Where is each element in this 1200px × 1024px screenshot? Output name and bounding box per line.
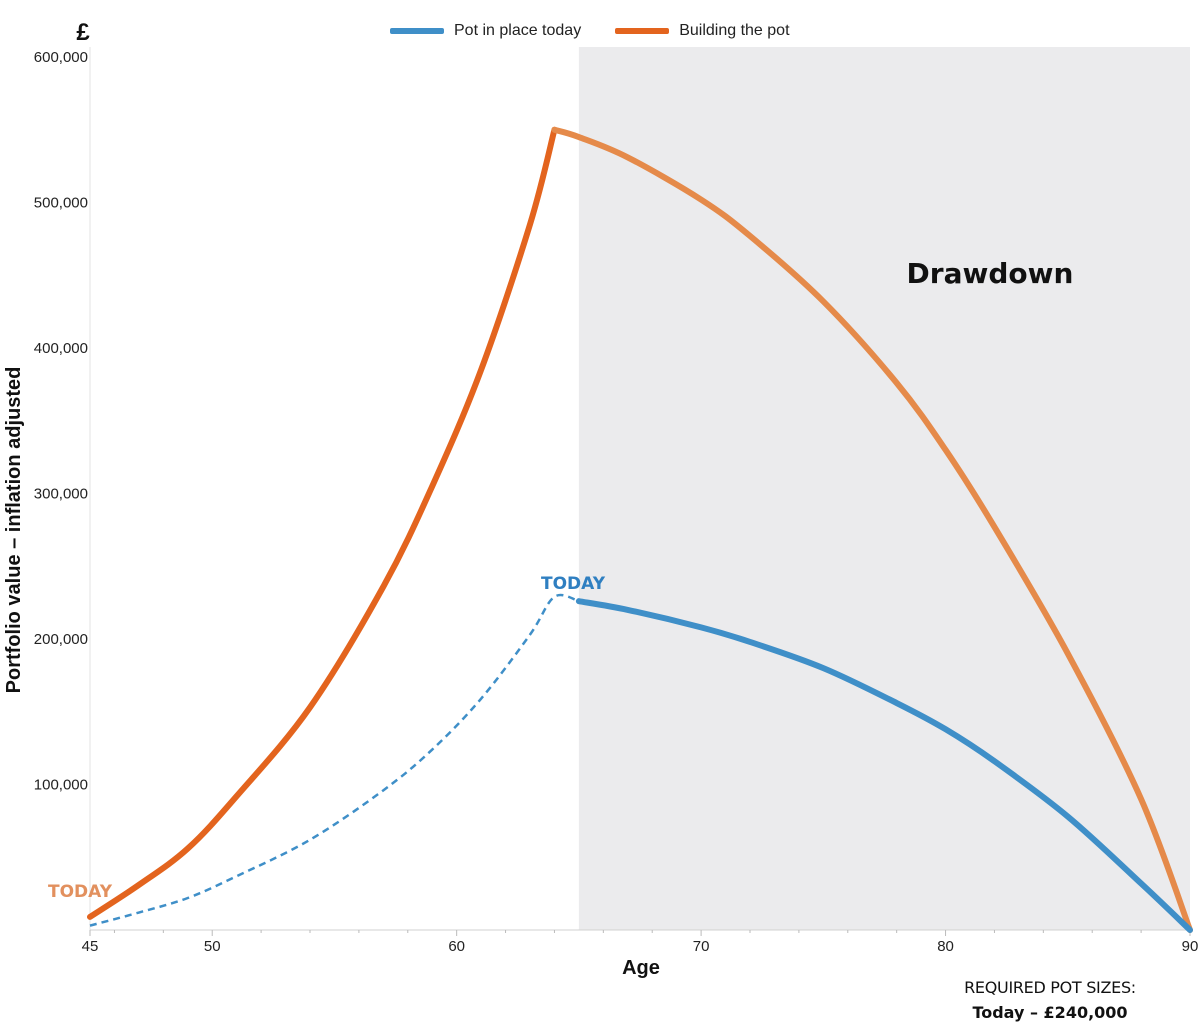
required-pot-sizes: REQUIRED POT SIZES: Today – £240,000 [920, 978, 1180, 1022]
required-pot-sizes-title: REQUIRED POT SIZES: [964, 978, 1136, 997]
series-building-drawdown [551, 126, 1193, 933]
x-axis-label: Age [622, 957, 660, 979]
y-tick-label: 100,000 [34, 777, 88, 794]
y-tick-label: 400,000 [34, 340, 88, 357]
required-pot-sizes-value: Today – £240,000 [972, 1003, 1128, 1022]
x-tick-label: 80 [937, 938, 954, 955]
y-tick-label: 300,000 [34, 486, 88, 503]
x-tick-label: 90 [1182, 938, 1199, 955]
series-building-accumulation [87, 126, 558, 920]
legend: Pot in place today Building the pot [390, 22, 790, 40]
annotation-today-pot: TODAY [541, 574, 606, 594]
series-pot-in-place-dashed [89, 593, 580, 927]
x-tick-label: 45 [82, 938, 99, 955]
annotation-today-building: TODAY [48, 882, 113, 902]
series-pot-in-place-drawdown [575, 598, 1193, 933]
drawdown-label: Drawdown [907, 257, 1074, 290]
legend-label-pot-in-place: Pot in place today [454, 22, 582, 39]
currency-symbol: £ [76, 19, 90, 46]
legend-swatch-orange [615, 28, 670, 34]
legend-item-pot-in-place: Pot in place today [390, 22, 581, 40]
legend-swatch-blue [390, 28, 444, 34]
x-tick-label: 60 [448, 938, 465, 955]
y-axis-label: Portfolio value – inflation adjusted [3, 367, 25, 694]
legend-label-building: Building the pot [679, 22, 790, 39]
y-tick-label: 200,000 [34, 631, 88, 648]
x-tick-label: 50 [204, 938, 221, 955]
drawdown-region [578, 47, 1190, 930]
y-tick-label: 500,000 [34, 195, 88, 212]
y-tick-label: 600,000 [34, 49, 88, 66]
x-tick-label: 70 [693, 938, 710, 955]
legend-item-building: Building the pot [615, 22, 790, 40]
